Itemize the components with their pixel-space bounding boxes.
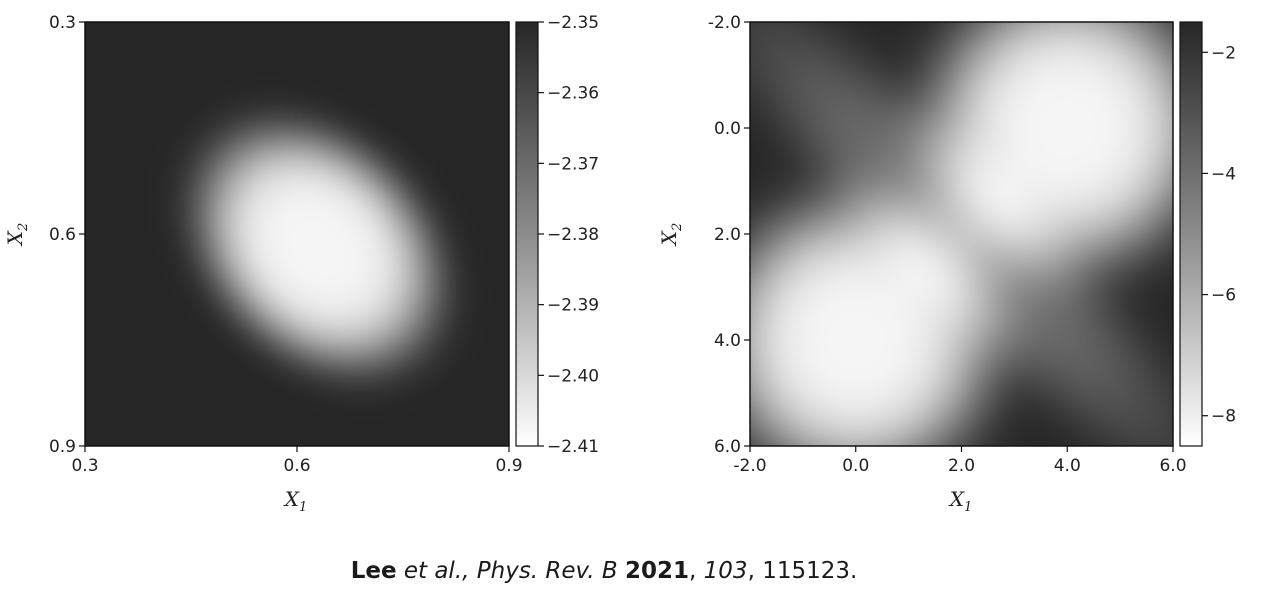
colorbar-tick-label: −2.38 xyxy=(547,225,599,245)
colorbar-tick-label: −2.39 xyxy=(547,296,599,316)
citation: Lee et al., Phys. Rev. B 2021, 103, 1151… xyxy=(350,558,858,584)
x-tick-label: 0.9 xyxy=(495,456,522,476)
citation-author: Lee xyxy=(350,558,397,584)
y-tick-label: 0.0 xyxy=(714,119,741,139)
citation-year: 2021 xyxy=(625,558,690,584)
citation-page: 115123. xyxy=(762,558,858,584)
y-tick-label: 2.0 xyxy=(714,225,741,245)
heatmap-image xyxy=(750,22,1173,446)
x-tick-label: 6.0 xyxy=(1159,456,1186,476)
colorbar-tick-label: −2 xyxy=(1211,43,1236,63)
left-heatmap-panel: 0.3 0.6 0.90.30.60.9X1X2−2.35−2.36−2.37−2.… xyxy=(3,13,599,515)
x-tick-label: 0.3 xyxy=(71,456,98,476)
x-tick-label: 2.0 xyxy=(948,456,975,476)
x-axis-label: X1 xyxy=(283,487,308,515)
x-tick-label: 0.0 xyxy=(842,456,869,476)
colorbar-tick-label: −2.41 xyxy=(547,437,599,457)
y-tick-label: 0.3 xyxy=(49,13,76,33)
y-axis-label: X2 xyxy=(657,223,685,248)
x-axis-label: X1 xyxy=(948,487,973,515)
colorbar xyxy=(1179,21,1203,447)
y-tick-label: 6.0 xyxy=(714,437,741,457)
y-tick-label: 4.0 xyxy=(714,331,741,351)
x-tick-label: -2.0 xyxy=(733,456,766,476)
citation-volume: 103 xyxy=(703,558,748,584)
colorbar-tick-label: −8 xyxy=(1211,407,1236,427)
y-tick-label: 0.9 xyxy=(49,437,76,457)
y-axis-label: X2 xyxy=(3,223,31,248)
colorbar-tick-label: −2.40 xyxy=(547,366,599,386)
colorbar xyxy=(515,21,539,447)
x-tick-label: 4.0 xyxy=(1054,456,1081,476)
colorbar-tick-label: −2.36 xyxy=(547,84,599,104)
colorbar-tick-label: −4 xyxy=(1211,164,1236,184)
y-tick-label: -2.0 xyxy=(708,13,741,33)
y-tick-label: 0.6 xyxy=(49,225,76,245)
figure: 0.3 0.6 0.90.30.60.9X1X2−2.35−2.36−2.37−2.… xyxy=(3,13,1236,515)
right-heatmap-panel: -2.0 0.0 2.0 4.0 6.0-2.00.02.04.06.0X1X2−2−4… xyxy=(657,13,1236,515)
heatmap-image xyxy=(85,22,509,446)
colorbar-tick-label: −2.35 xyxy=(547,13,599,33)
citation-journal: Phys. Rev. B xyxy=(476,558,618,584)
x-tick-label: 0.6 xyxy=(283,456,310,476)
citation-etal: et al., xyxy=(403,558,470,584)
colorbar-tick-label: −6 xyxy=(1211,286,1236,306)
colorbar-tick-label: −2.37 xyxy=(547,154,599,174)
